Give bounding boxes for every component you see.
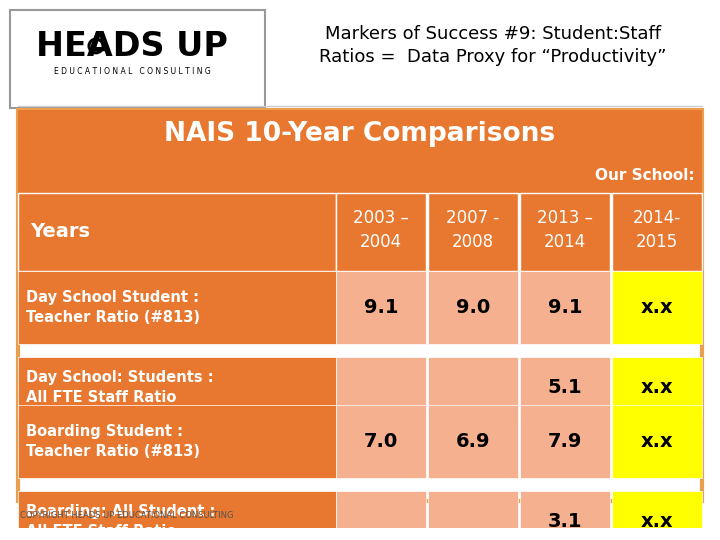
FancyBboxPatch shape <box>520 405 610 478</box>
FancyBboxPatch shape <box>612 491 702 540</box>
FancyBboxPatch shape <box>612 271 702 344</box>
FancyBboxPatch shape <box>18 158 702 193</box>
FancyBboxPatch shape <box>336 193 426 271</box>
FancyBboxPatch shape <box>428 193 518 271</box>
FancyBboxPatch shape <box>18 491 336 540</box>
Text: 9.0: 9.0 <box>456 298 490 317</box>
Text: Our School:: Our School: <box>595 168 695 184</box>
FancyBboxPatch shape <box>336 491 426 540</box>
Text: HEADS UP: HEADS UP <box>36 30 228 63</box>
Text: Day School: Students :
All FTE Staff Ratio: Day School: Students : All FTE Staff Rat… <box>26 370 214 404</box>
Text: Day School Student :
Teacher Ratio (#813): Day School Student : Teacher Ratio (#813… <box>26 290 200 325</box>
Text: Ratios =  Data Proxy for “Productivity”: Ratios = Data Proxy for “Productivity” <box>319 48 667 66</box>
Text: 2014-
2015: 2014- 2015 <box>633 209 681 251</box>
Text: Boarding: All Student :
All FTE Staff Ratio: Boarding: All Student : All FTE Staff Ra… <box>26 504 215 538</box>
FancyBboxPatch shape <box>336 271 426 344</box>
FancyBboxPatch shape <box>612 405 702 478</box>
Text: 6.9: 6.9 <box>456 432 490 451</box>
FancyBboxPatch shape <box>336 405 426 478</box>
FancyBboxPatch shape <box>520 491 610 540</box>
Text: 3.1: 3.1 <box>548 511 582 531</box>
Text: 7.0: 7.0 <box>364 432 398 451</box>
FancyBboxPatch shape <box>428 491 518 540</box>
FancyBboxPatch shape <box>520 357 610 417</box>
FancyBboxPatch shape <box>18 271 336 344</box>
FancyBboxPatch shape <box>18 357 336 417</box>
FancyBboxPatch shape <box>18 110 702 158</box>
FancyBboxPatch shape <box>10 10 265 107</box>
FancyBboxPatch shape <box>612 357 702 417</box>
FancyBboxPatch shape <box>520 271 610 344</box>
Text: Boarding Student :
Teacher Ratio (#813): Boarding Student : Teacher Ratio (#813) <box>26 424 200 459</box>
FancyBboxPatch shape <box>18 193 336 271</box>
FancyBboxPatch shape <box>18 405 336 478</box>
Text: Markers of Success #9: Student:Staff: Markers of Success #9: Student:Staff <box>325 25 661 43</box>
FancyBboxPatch shape <box>428 271 518 344</box>
FancyBboxPatch shape <box>612 193 702 271</box>
Text: 7.9: 7.9 <box>548 432 582 451</box>
Text: E D U C A T I O N A L   C O N S U L T I N G: E D U C A T I O N A L C O N S U L T I N … <box>53 67 210 76</box>
Text: x.x: x.x <box>641 298 673 317</box>
FancyBboxPatch shape <box>18 110 702 501</box>
Text: x.x: x.x <box>641 511 673 531</box>
FancyBboxPatch shape <box>428 357 518 417</box>
FancyBboxPatch shape <box>520 193 610 271</box>
Text: 2007 -
2008: 2007 - 2008 <box>446 209 500 251</box>
Text: 9.1: 9.1 <box>364 298 398 317</box>
Text: Years: Years <box>30 222 90 241</box>
FancyBboxPatch shape <box>428 405 518 478</box>
Text: 9.1: 9.1 <box>548 298 582 317</box>
Text: NAIS 10-Year Comparisons: NAIS 10-Year Comparisons <box>164 121 556 147</box>
FancyBboxPatch shape <box>336 357 426 417</box>
Text: x.x: x.x <box>641 432 673 451</box>
Text: 2003 –
2004: 2003 – 2004 <box>353 209 409 251</box>
Text: 2013 –
2014: 2013 – 2014 <box>537 209 593 251</box>
Text: 5.1: 5.1 <box>548 377 582 397</box>
Text: COPYRIGHT HEADS UP EDUCATIONAL CONSULTING: COPYRIGHT HEADS UP EDUCATIONAL CONSULTIN… <box>20 511 233 520</box>
Text: x.x: x.x <box>641 377 673 397</box>
